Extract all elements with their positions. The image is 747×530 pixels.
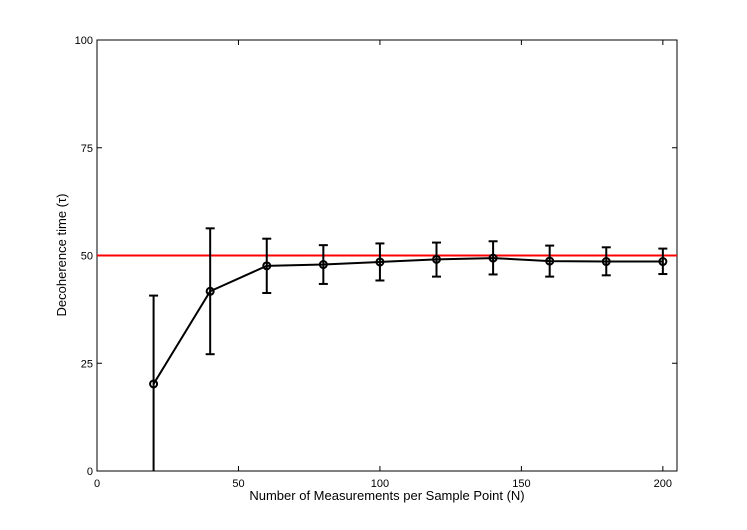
x-axis: 0 50 100 150 200	[94, 40, 672, 490]
data-point	[432, 254, 442, 264]
y-tick-label: 75	[81, 143, 93, 155]
data-point	[488, 253, 498, 263]
y-tick-label: 100	[75, 35, 93, 47]
x-axis-title: Number of Measurements per Sample Point …	[249, 488, 524, 503]
x-tick-label: 0	[94, 478, 100, 490]
data-point	[149, 379, 159, 389]
x-tick-label: 150	[512, 478, 530, 490]
y-tick-label: 0	[87, 466, 93, 478]
data-point	[262, 261, 272, 271]
x-tick-label: 200	[654, 478, 672, 490]
data-point	[601, 257, 611, 267]
x-tick-label: 100	[371, 478, 389, 490]
data-point	[375, 257, 385, 267]
data-point	[658, 257, 668, 267]
data-layer	[149, 227, 668, 471]
data-point	[545, 256, 555, 266]
y-tick-label: 50	[81, 251, 93, 263]
y-tick-label: 25	[81, 358, 93, 370]
series-line	[152, 257, 663, 385]
x-tick-label: 50	[232, 478, 244, 490]
data-point	[205, 286, 215, 296]
data-point	[318, 260, 328, 270]
y-axis-title: Decoherence time (τ)	[54, 194, 69, 317]
